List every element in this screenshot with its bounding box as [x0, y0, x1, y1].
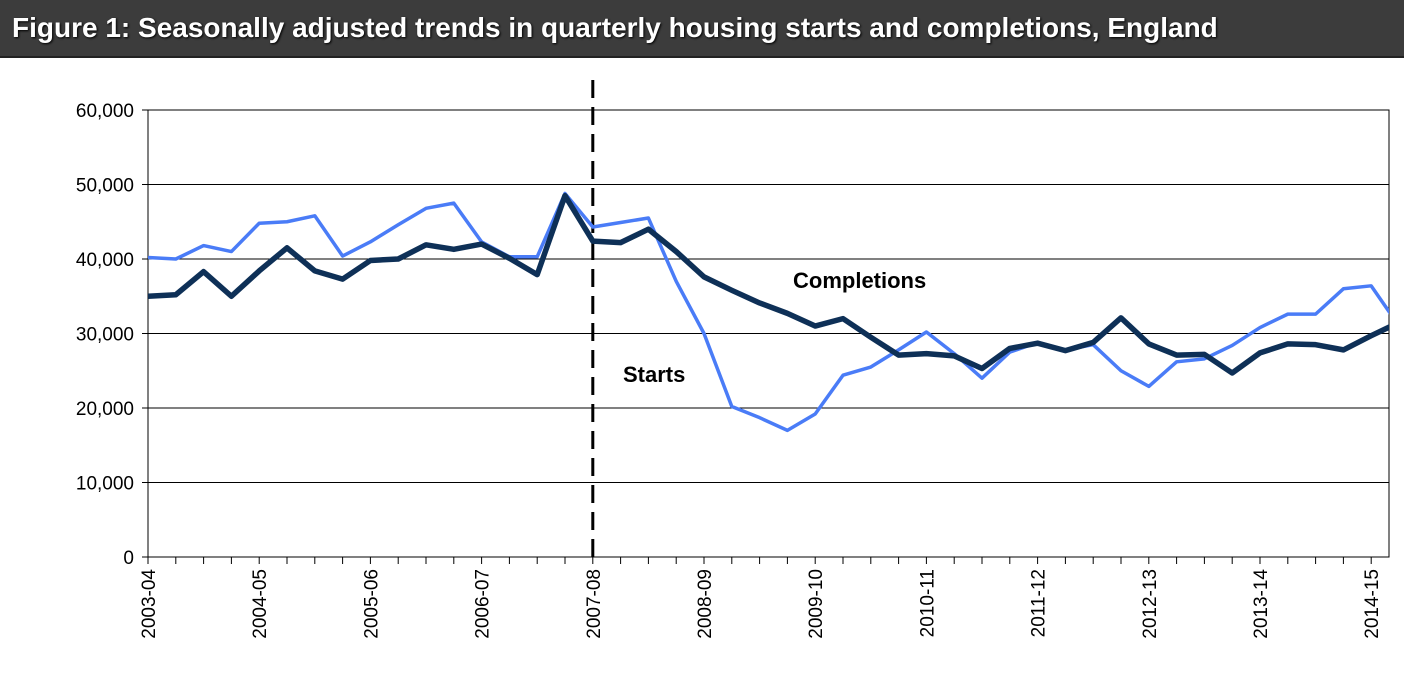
- series-label: Starts: [623, 362, 685, 387]
- x-tick-label: 2011-12: [1029, 569, 1050, 637]
- chart-title: Figure 1: Seasonally adjusted trends in …: [0, 0, 1404, 58]
- plot-area: [148, 191, 1389, 433]
- x-tick-label: 2004-05: [250, 569, 271, 639]
- series-line: [148, 191, 1389, 433]
- series-line: [148, 192, 1389, 376]
- x-tick-label: 2003-04: [139, 569, 160, 639]
- y-tick-label: 40,000: [76, 250, 134, 271]
- x-tick-label: 2008-09: [695, 569, 716, 639]
- x-tick-label: 2006-07: [473, 569, 494, 639]
- x-tick-label: 2014-15: [1362, 569, 1383, 639]
- y-tick-label: 50,000: [76, 176, 134, 197]
- y-tick-label: 20,000: [76, 399, 134, 420]
- x-tick-label: 2010-11: [917, 569, 938, 637]
- y-tick-label: 60,000: [76, 101, 134, 122]
- x-tick-label: 2009-10: [806, 569, 827, 639]
- plot-frame: [147, 109, 1390, 558]
- x-tick-label: 2007-08: [584, 569, 605, 639]
- series-label: Completions: [793, 268, 926, 293]
- y-tick-label: 30,000: [76, 325, 134, 346]
- x-tick-label: 2012-13: [1140, 569, 1161, 639]
- x-tick-label: 2013-14: [1251, 569, 1272, 639]
- y-tick-label: 10,000: [76, 474, 134, 495]
- y-tick-label: 0: [123, 548, 134, 569]
- x-tick-label: 2005-06: [361, 569, 382, 639]
